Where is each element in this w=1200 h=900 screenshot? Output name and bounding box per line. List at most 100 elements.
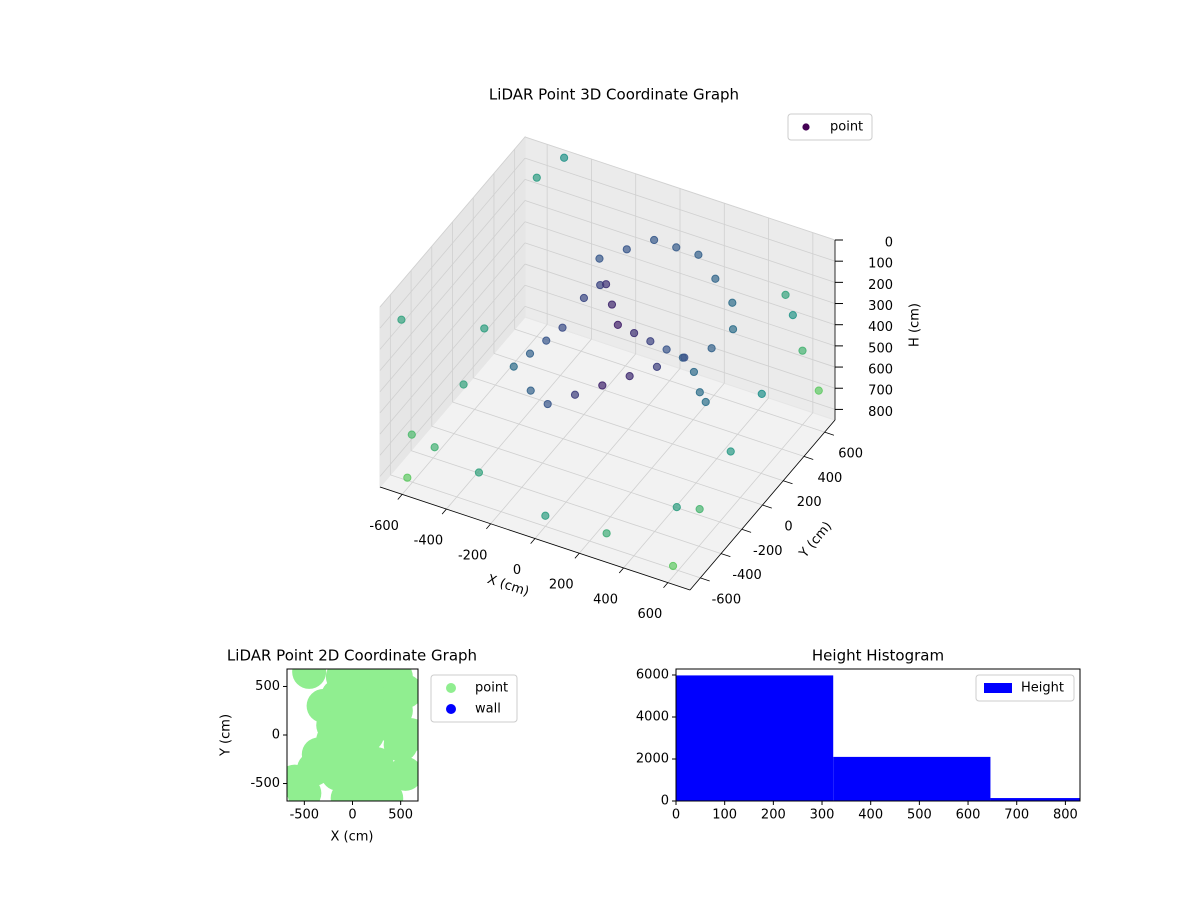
point xyxy=(668,561,678,571)
point xyxy=(672,243,681,252)
z-tick-label: 600 xyxy=(868,363,893,378)
z-tick-label: 800 xyxy=(868,405,893,420)
point xyxy=(388,756,418,791)
x-tick-label: 800 xyxy=(1053,808,1078,823)
y-tick-label: 500 xyxy=(255,679,280,694)
point xyxy=(354,776,389,801)
x-tick-label: -200 xyxy=(458,548,488,563)
point xyxy=(672,502,681,512)
grid-line xyxy=(379,284,526,456)
legend-box xyxy=(975,674,1075,702)
point xyxy=(292,669,327,689)
point xyxy=(680,353,689,362)
point xyxy=(598,381,607,390)
point xyxy=(701,397,710,407)
legend-label: wall xyxy=(475,702,501,717)
point xyxy=(459,380,468,389)
x-tick-label: -400 xyxy=(414,534,444,549)
y-tick-label: -600 xyxy=(712,592,742,607)
x-axis-line xyxy=(379,486,691,591)
point xyxy=(570,390,580,399)
y-tick-label: 4000 xyxy=(636,709,669,724)
x-tick-label: -500 xyxy=(290,808,320,823)
point xyxy=(694,250,703,259)
legend-box xyxy=(787,113,873,141)
point xyxy=(662,345,671,354)
z-tick-label: 100 xyxy=(868,257,893,272)
x-tick xyxy=(618,567,624,574)
x-tick-label: 400 xyxy=(858,808,883,823)
point xyxy=(595,254,604,263)
z-axis-label: H (cm) xyxy=(908,303,923,347)
grid-line xyxy=(514,328,825,433)
y-axis-line xyxy=(689,419,836,591)
point xyxy=(560,153,569,162)
y-tick-label: 2000 xyxy=(636,751,669,766)
x-tick xyxy=(441,508,447,515)
point xyxy=(788,311,797,320)
y-tick-label: 6000 xyxy=(636,667,669,682)
point xyxy=(378,693,413,728)
point xyxy=(711,274,720,283)
x-tick-label: 200 xyxy=(549,578,574,593)
point xyxy=(798,346,807,355)
point xyxy=(622,245,631,254)
point xyxy=(543,399,552,409)
grid-line xyxy=(452,401,763,506)
grid-line xyxy=(379,157,526,329)
point xyxy=(407,430,416,439)
y-axis-label: Y (cm) xyxy=(796,519,835,562)
legend-marker xyxy=(446,704,456,714)
x-tick-label: 0 xyxy=(348,808,356,823)
grid-line xyxy=(493,353,805,457)
y-tick-label: 0 xyxy=(661,794,669,809)
point xyxy=(509,362,518,371)
point xyxy=(526,386,535,395)
grid-line xyxy=(390,474,701,579)
grid-line xyxy=(524,136,836,241)
chart-title: LiDAR Point 2D Coordinate Graph xyxy=(227,647,477,665)
point xyxy=(726,447,735,456)
x-tick-label: 200 xyxy=(761,808,786,823)
legend-marker xyxy=(446,683,456,693)
z-tick-label: 700 xyxy=(868,384,893,399)
legend-label: point xyxy=(830,120,863,135)
point xyxy=(814,386,823,395)
point xyxy=(646,337,655,346)
y-tick-label: 600 xyxy=(838,447,863,462)
z-tick-label: 0 xyxy=(885,236,893,251)
x-tick-label: 300 xyxy=(810,808,835,823)
x-tick xyxy=(530,538,536,544)
point xyxy=(613,320,622,329)
y-tick xyxy=(741,528,752,533)
x-tick-label: -600 xyxy=(369,519,399,534)
point xyxy=(480,324,489,333)
point xyxy=(707,344,716,353)
point xyxy=(607,300,617,309)
point xyxy=(525,349,535,358)
z-tick-label: 200 xyxy=(868,278,893,293)
x-tick-label: 600 xyxy=(956,808,981,823)
bar xyxy=(990,798,1080,801)
y-tick-label: 0 xyxy=(784,520,792,535)
point xyxy=(359,669,394,689)
plot-area xyxy=(676,675,1080,801)
point xyxy=(650,235,659,245)
y-tick-label: 0 xyxy=(272,728,280,743)
grid-line xyxy=(379,263,526,435)
y-tick xyxy=(700,577,710,582)
plot-area xyxy=(287,669,418,801)
x-axis-label: X (cm) xyxy=(485,572,531,600)
x-tick xyxy=(574,552,580,559)
x-tick xyxy=(663,582,669,589)
grid-line xyxy=(524,284,836,389)
point xyxy=(728,325,738,334)
point xyxy=(689,367,699,377)
point xyxy=(542,336,551,345)
x-tick-label: 500 xyxy=(907,808,932,823)
grid-line xyxy=(379,221,526,392)
point xyxy=(541,511,550,520)
legend-label: Height xyxy=(1021,681,1064,696)
point xyxy=(625,372,634,381)
y-tick-label: -500 xyxy=(250,776,280,791)
